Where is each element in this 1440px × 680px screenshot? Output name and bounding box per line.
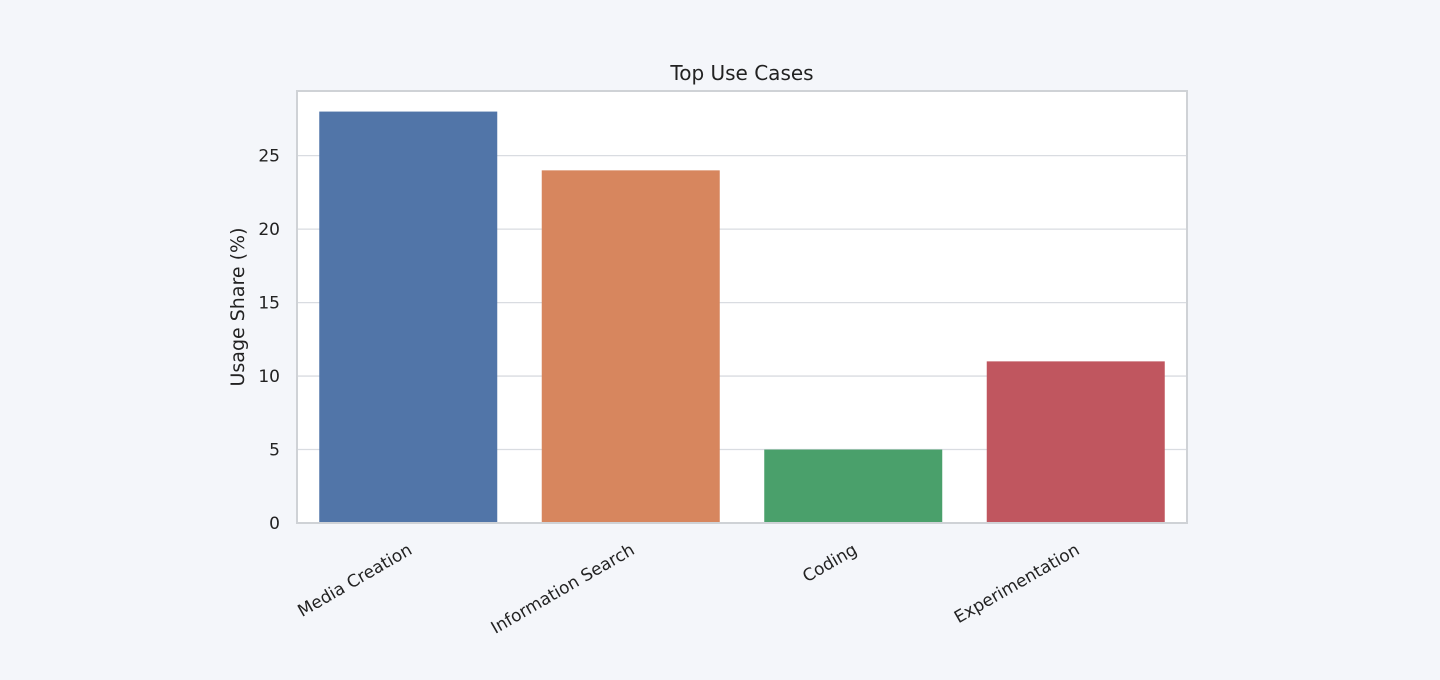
x-tick-label: Coding [799,540,860,587]
y-tick-label: 20 [258,220,280,240]
x-tick-label: Experimentation [951,540,1083,628]
y-tick-label: 0 [269,514,280,534]
plot-frame [296,90,1188,524]
y-tick-label: 10 [258,367,280,387]
x-tick-labels: Media Creation Information Search Coding Ex… [295,540,1084,638]
chart-title: Top Use Cases [669,61,813,85]
y-tick-label: 5 [269,441,280,461]
y-tick-labels: 0 5 10 15 20 25 [258,147,280,534]
bar-coding [764,449,943,523]
x-tick-label: Information Search [488,540,638,638]
bar-media-creation [319,111,498,524]
bar-experimentation [986,361,1165,523]
y-tick-label: 15 [258,294,280,314]
y-axis-label: Usage Share (%) [227,228,249,387]
bars [319,111,1165,524]
x-tick-label: Media Creation [295,540,416,622]
bar-information-search [541,170,720,524]
y-tick-label: 25 [258,147,280,167]
